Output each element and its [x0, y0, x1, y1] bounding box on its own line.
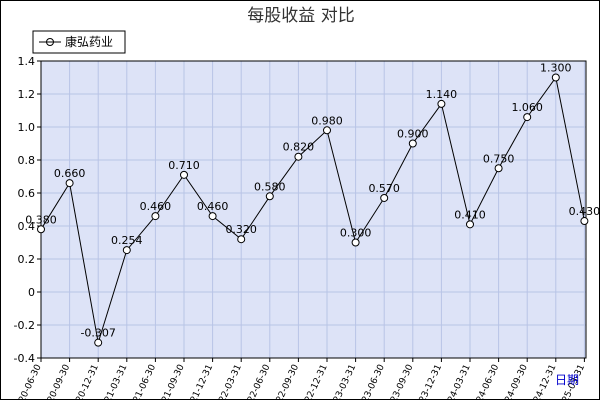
data-label: 0.900	[397, 128, 429, 141]
data-label: 0.320	[225, 223, 257, 236]
data-point	[494, 164, 503, 173]
legend: 康弘药业	[32, 30, 126, 54]
data-point	[408, 139, 417, 148]
x-axis-label: 日期	[555, 373, 579, 387]
x-tick-label: 2021-09-30	[156, 363, 187, 399]
data-label: 0.430	[569, 205, 599, 218]
x-tick-label: 2022-09-30	[270, 363, 301, 399]
x-tick-label: 2023-09-30	[384, 363, 415, 399]
x-tick-label: 2022-06-30	[241, 363, 272, 399]
x-tick-label: 2022-03-31	[213, 363, 244, 399]
plot-area	[41, 61, 586, 358]
data-label: 1.140	[426, 88, 458, 101]
y-tick-label: 0	[28, 286, 35, 299]
data-label: 0.460	[197, 200, 229, 213]
data-label: 0.410	[454, 208, 486, 221]
data-point	[122, 246, 131, 255]
data-point	[380, 193, 389, 202]
data-point	[437, 99, 446, 108]
data-label: -0.307	[80, 327, 115, 340]
series-line	[40, 76, 585, 343]
x-tick-label: 2024-03-31	[442, 363, 473, 399]
data-label: 0.980	[311, 114, 343, 127]
axes	[40, 60, 587, 359]
series-line-group	[37, 73, 589, 347]
data-point	[151, 212, 160, 221]
data-label: 0.460	[140, 200, 172, 213]
data-label: 0.570	[368, 182, 400, 195]
data-label: 1.060	[511, 101, 543, 114]
x-tick-label: 2020-06-30	[13, 363, 44, 399]
data-point	[265, 192, 274, 201]
data-label: 0.710	[168, 159, 200, 172]
data-point	[37, 225, 45, 234]
x-tick-label: 2022-12-31	[299, 363, 330, 399]
x-tick-label: 2023-12-31	[413, 363, 444, 399]
data-label: 0.254	[111, 234, 143, 247]
data-point	[580, 217, 589, 226]
y-axis-ticks: -0.4 -0.2 0 0.2 0.4 0.6 0.8 1.0 1.2 1.4	[14, 55, 41, 365]
x-axis-ticks: 2020-06-302020-09-302020-12-312021-03-31…	[13, 358, 587, 399]
y-tick-label: 0.4	[18, 220, 36, 233]
data-label: 0.820	[283, 141, 315, 154]
data-label: 0.660	[54, 167, 86, 180]
data-point	[180, 170, 188, 179]
data-point	[523, 113, 532, 122]
data-point	[551, 73, 560, 82]
y-tick-label: 0.2	[18, 253, 36, 266]
y-tick-label: 1.2	[18, 88, 36, 101]
x-tick-label: 2024-12-31	[527, 363, 558, 399]
data-label: 1.300	[540, 62, 572, 75]
grid-lines	[40, 60, 586, 359]
x-tick-label: 2023-03-31	[327, 363, 358, 399]
y-tick-label: -0.2	[14, 319, 35, 332]
x-tick-label: 2020-12-31	[70, 363, 101, 399]
x-tick-label: 2021-03-31	[98, 363, 129, 399]
y-tick-label: 0.8	[18, 154, 36, 167]
x-tick-label: 2023-06-30	[356, 363, 387, 399]
x-tick-label: 2021-12-31	[184, 363, 215, 399]
legend-box	[32, 30, 126, 54]
data-point	[323, 126, 331, 135]
x-tick-label: 2020-09-30	[41, 363, 72, 399]
legend-label: 康弘药业	[65, 34, 113, 49]
data-point	[466, 220, 474, 229]
plot-border	[40, 60, 587, 359]
data-point	[208, 212, 217, 221]
data-label: 0.750	[483, 152, 515, 165]
data-point	[351, 238, 360, 247]
data-labels: 0.380 0.660 -0.307 0.254 0.460 0.710 0.460 0.32…	[25, 62, 599, 340]
y-tick-label: -0.4	[14, 352, 35, 365]
data-point	[94, 338, 103, 347]
x-tick-label: 2024-09-30	[499, 363, 530, 399]
data-label: 0.300	[340, 227, 372, 240]
x-tick-label: 2024-06-30	[470, 363, 501, 399]
data-label: 0.380	[25, 213, 57, 226]
chart-title: 每股收益 对比	[247, 6, 354, 26]
y-tick-label: 1.0	[18, 121, 36, 134]
y-tick-label: 0.6	[18, 187, 36, 200]
y-tick-label: 1.4	[18, 55, 36, 68]
legend-marker-icon	[46, 38, 54, 46]
data-point	[237, 235, 246, 244]
data-point	[65, 179, 74, 188]
x-tick-label: 2021-06-30	[127, 363, 158, 399]
data-point	[294, 152, 303, 161]
data-label: 0.580	[254, 180, 286, 193]
